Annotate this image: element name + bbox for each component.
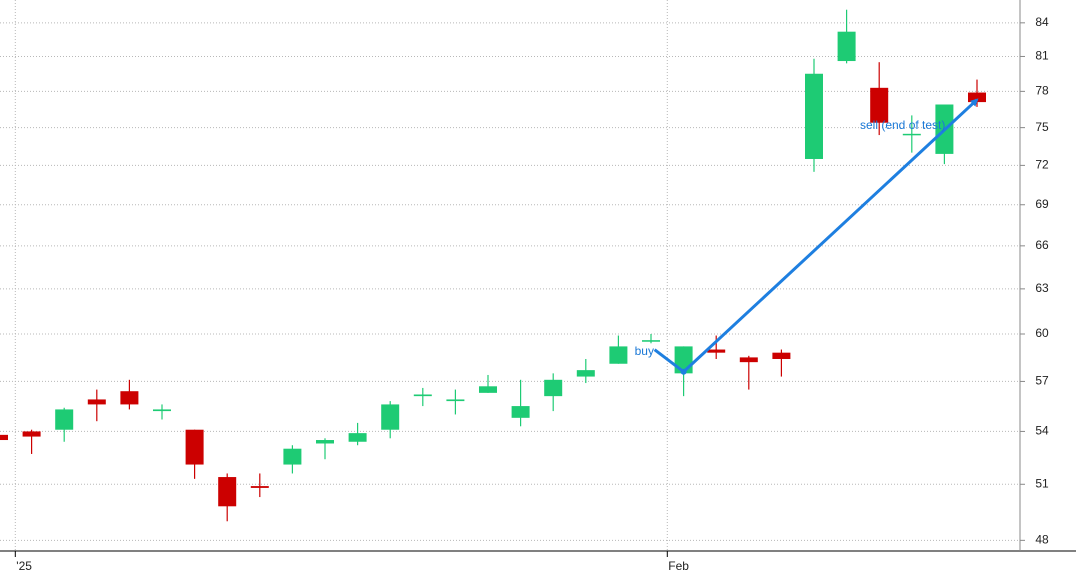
y-tick-label: 51 [1035, 476, 1049, 490]
candle-body [0, 434, 8, 441]
candle-body [381, 404, 400, 430]
annotation-connector [653, 348, 685, 373]
candle-body [316, 440, 334, 444]
candle-body [218, 477, 237, 507]
candle-body [837, 31, 856, 62]
candle-body [642, 340, 660, 342]
candle-body [283, 448, 302, 465]
candle-body [544, 379, 563, 397]
x-tick-label: '25 [16, 559, 32, 573]
candle-body [446, 399, 465, 402]
y-tick-label: 81 [1035, 49, 1049, 63]
y-tick-label: 57 [1035, 374, 1049, 388]
candle-body [902, 133, 921, 136]
y-tick-label: 63 [1035, 281, 1049, 295]
candle-body [153, 409, 171, 412]
candle-body [772, 352, 791, 359]
trade-arrow [682, 98, 979, 373]
y-tick-label: 69 [1035, 197, 1049, 211]
y-tick-label: 60 [1035, 326, 1049, 340]
candle-body [511, 406, 530, 418]
candle-body [576, 370, 595, 377]
candle-body [22, 431, 41, 437]
candle-body [348, 433, 367, 442]
candle-body [55, 409, 74, 430]
y-tick-label: 54 [1035, 424, 1049, 438]
candle-body [87, 399, 106, 405]
candle-body [609, 346, 628, 364]
candle-body [479, 386, 497, 393]
candle-body [413, 394, 432, 397]
annotation-label: sell (end of test) [860, 118, 945, 132]
y-tick-label: 84 [1035, 15, 1049, 29]
candle-body [120, 391, 139, 405]
candle-body [968, 92, 986, 103]
candle-body [870, 87, 889, 123]
annotation-label: buy [635, 344, 654, 358]
candle-body [805, 73, 823, 159]
y-tick-label: 48 [1035, 533, 1049, 547]
candle-body [707, 349, 726, 353]
candle-body [185, 429, 204, 465]
x-tick-label: Feb [668, 559, 689, 573]
y-tick-label: 78 [1035, 84, 1049, 98]
candle-body [739, 357, 758, 363]
y-tick-label: 66 [1035, 238, 1049, 252]
y-tick-label: 75 [1035, 120, 1049, 134]
y-tick-label: 72 [1035, 158, 1049, 172]
candle-body [250, 486, 269, 488]
